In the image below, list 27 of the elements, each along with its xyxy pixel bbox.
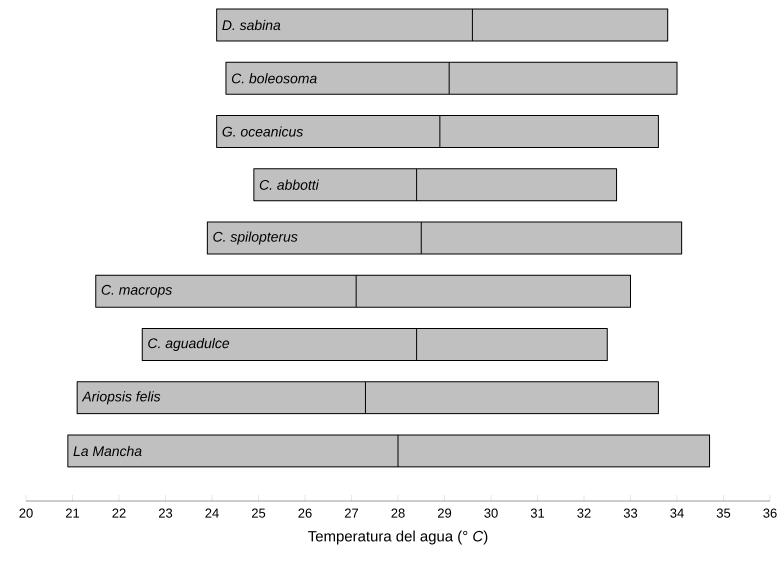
y-tick-label: C. macrops [102, 284, 172, 298]
x-tick-label: 25 [252, 508, 266, 518]
x-tick-label: 34 [670, 508, 684, 518]
x-tick-label: 32 [577, 508, 591, 518]
x-tick-label: 23 [158, 508, 172, 518]
x-tick-label: 33 [624, 508, 638, 518]
x-tick-label: 30 [484, 508, 498, 518]
y-tick-label: C. spilopterus [213, 231, 298, 244]
x-tick-label: 21 [66, 508, 80, 518]
x-tick-label: 28 [391, 508, 405, 518]
y-tick-label: Ariopsis felis [82, 391, 160, 404]
x-tick-label: 27 [344, 508, 358, 518]
x-tick-label: 22 [112, 508, 126, 518]
x-tick-label: 35 [716, 508, 730, 518]
y-tick-label: C. boleosoma [232, 73, 317, 84]
y-tick-label: D. sabina [222, 20, 280, 30]
y-tick-label: G. oceanicus [222, 126, 303, 137]
x-tick-label: 26 [298, 508, 312, 518]
x-tick-label: 31 [530, 508, 544, 518]
y-tick-label: C. abbotti [260, 180, 320, 190]
y-tick-label: C. aguadulce [148, 338, 230, 351]
y-tick-label: La Mancha [73, 446, 142, 456]
x-tick-label: 29 [438, 508, 452, 518]
x-tick-label: 36 [763, 508, 777, 518]
x-tick-label: 24 [205, 508, 219, 518]
x-axis-title: Temperatura del agua (° C) [308, 530, 488, 544]
x-tick-label: 20 [19, 508, 33, 518]
